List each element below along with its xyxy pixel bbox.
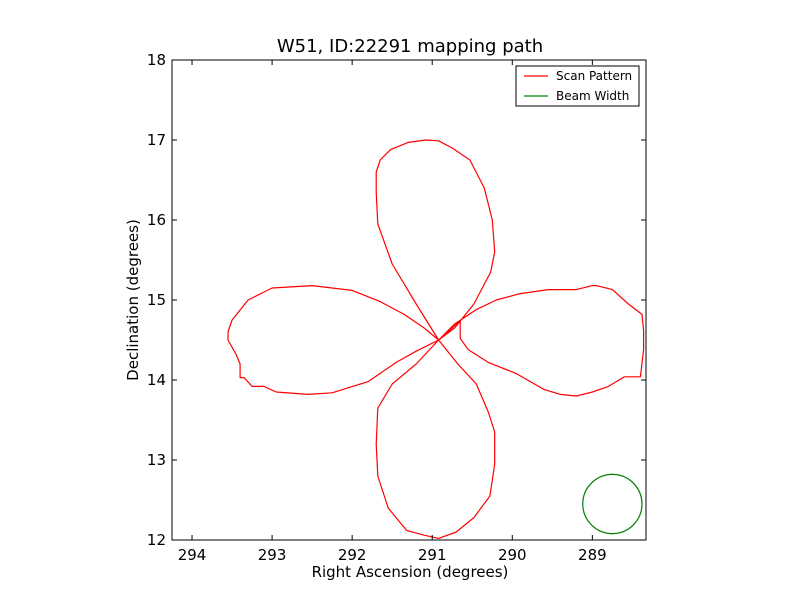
y-axis-label: Declination (degrees)	[124, 219, 142, 381]
y-tick-label: 15	[147, 291, 166, 309]
legend: Scan Pattern Beam Width	[515, 65, 640, 107]
y-tick-label: 17	[147, 131, 166, 149]
x-tick-label: 289	[578, 546, 607, 564]
x-axis: 294 293 292 291 290 289	[178, 60, 607, 564]
plot-frame	[171, 59, 647, 541]
y-tick-label: 13	[147, 451, 166, 469]
x-axis-label: Right Ascension (degrees)	[312, 563, 509, 581]
chart-title: W51, ID:22291 mapping path	[277, 36, 543, 57]
y-tick-label: 16	[147, 211, 166, 229]
x-tick-label: 292	[338, 546, 367, 564]
x-tick-label: 291	[418, 546, 447, 564]
x-tick-label: 293	[258, 546, 287, 564]
y-tick-label: 14	[147, 371, 166, 389]
y-axis: 12 13 14 15 16 17 18	[147, 51, 646, 549]
legend-label-scan-pattern: Scan Pattern	[556, 69, 632, 83]
y-tick-label: 18	[147, 51, 166, 69]
series-layer	[227, 139, 645, 540]
x-tick-label: 294	[178, 546, 207, 564]
legend-label-beam-width: Beam Width	[556, 89, 629, 103]
x-tick-label: 290	[498, 546, 527, 564]
beam-width-circle	[582, 473, 643, 535]
y-tick-label: 12	[147, 531, 166, 549]
legend-box	[515, 65, 640, 107]
scan-pattern-line	[227, 139, 645, 540]
